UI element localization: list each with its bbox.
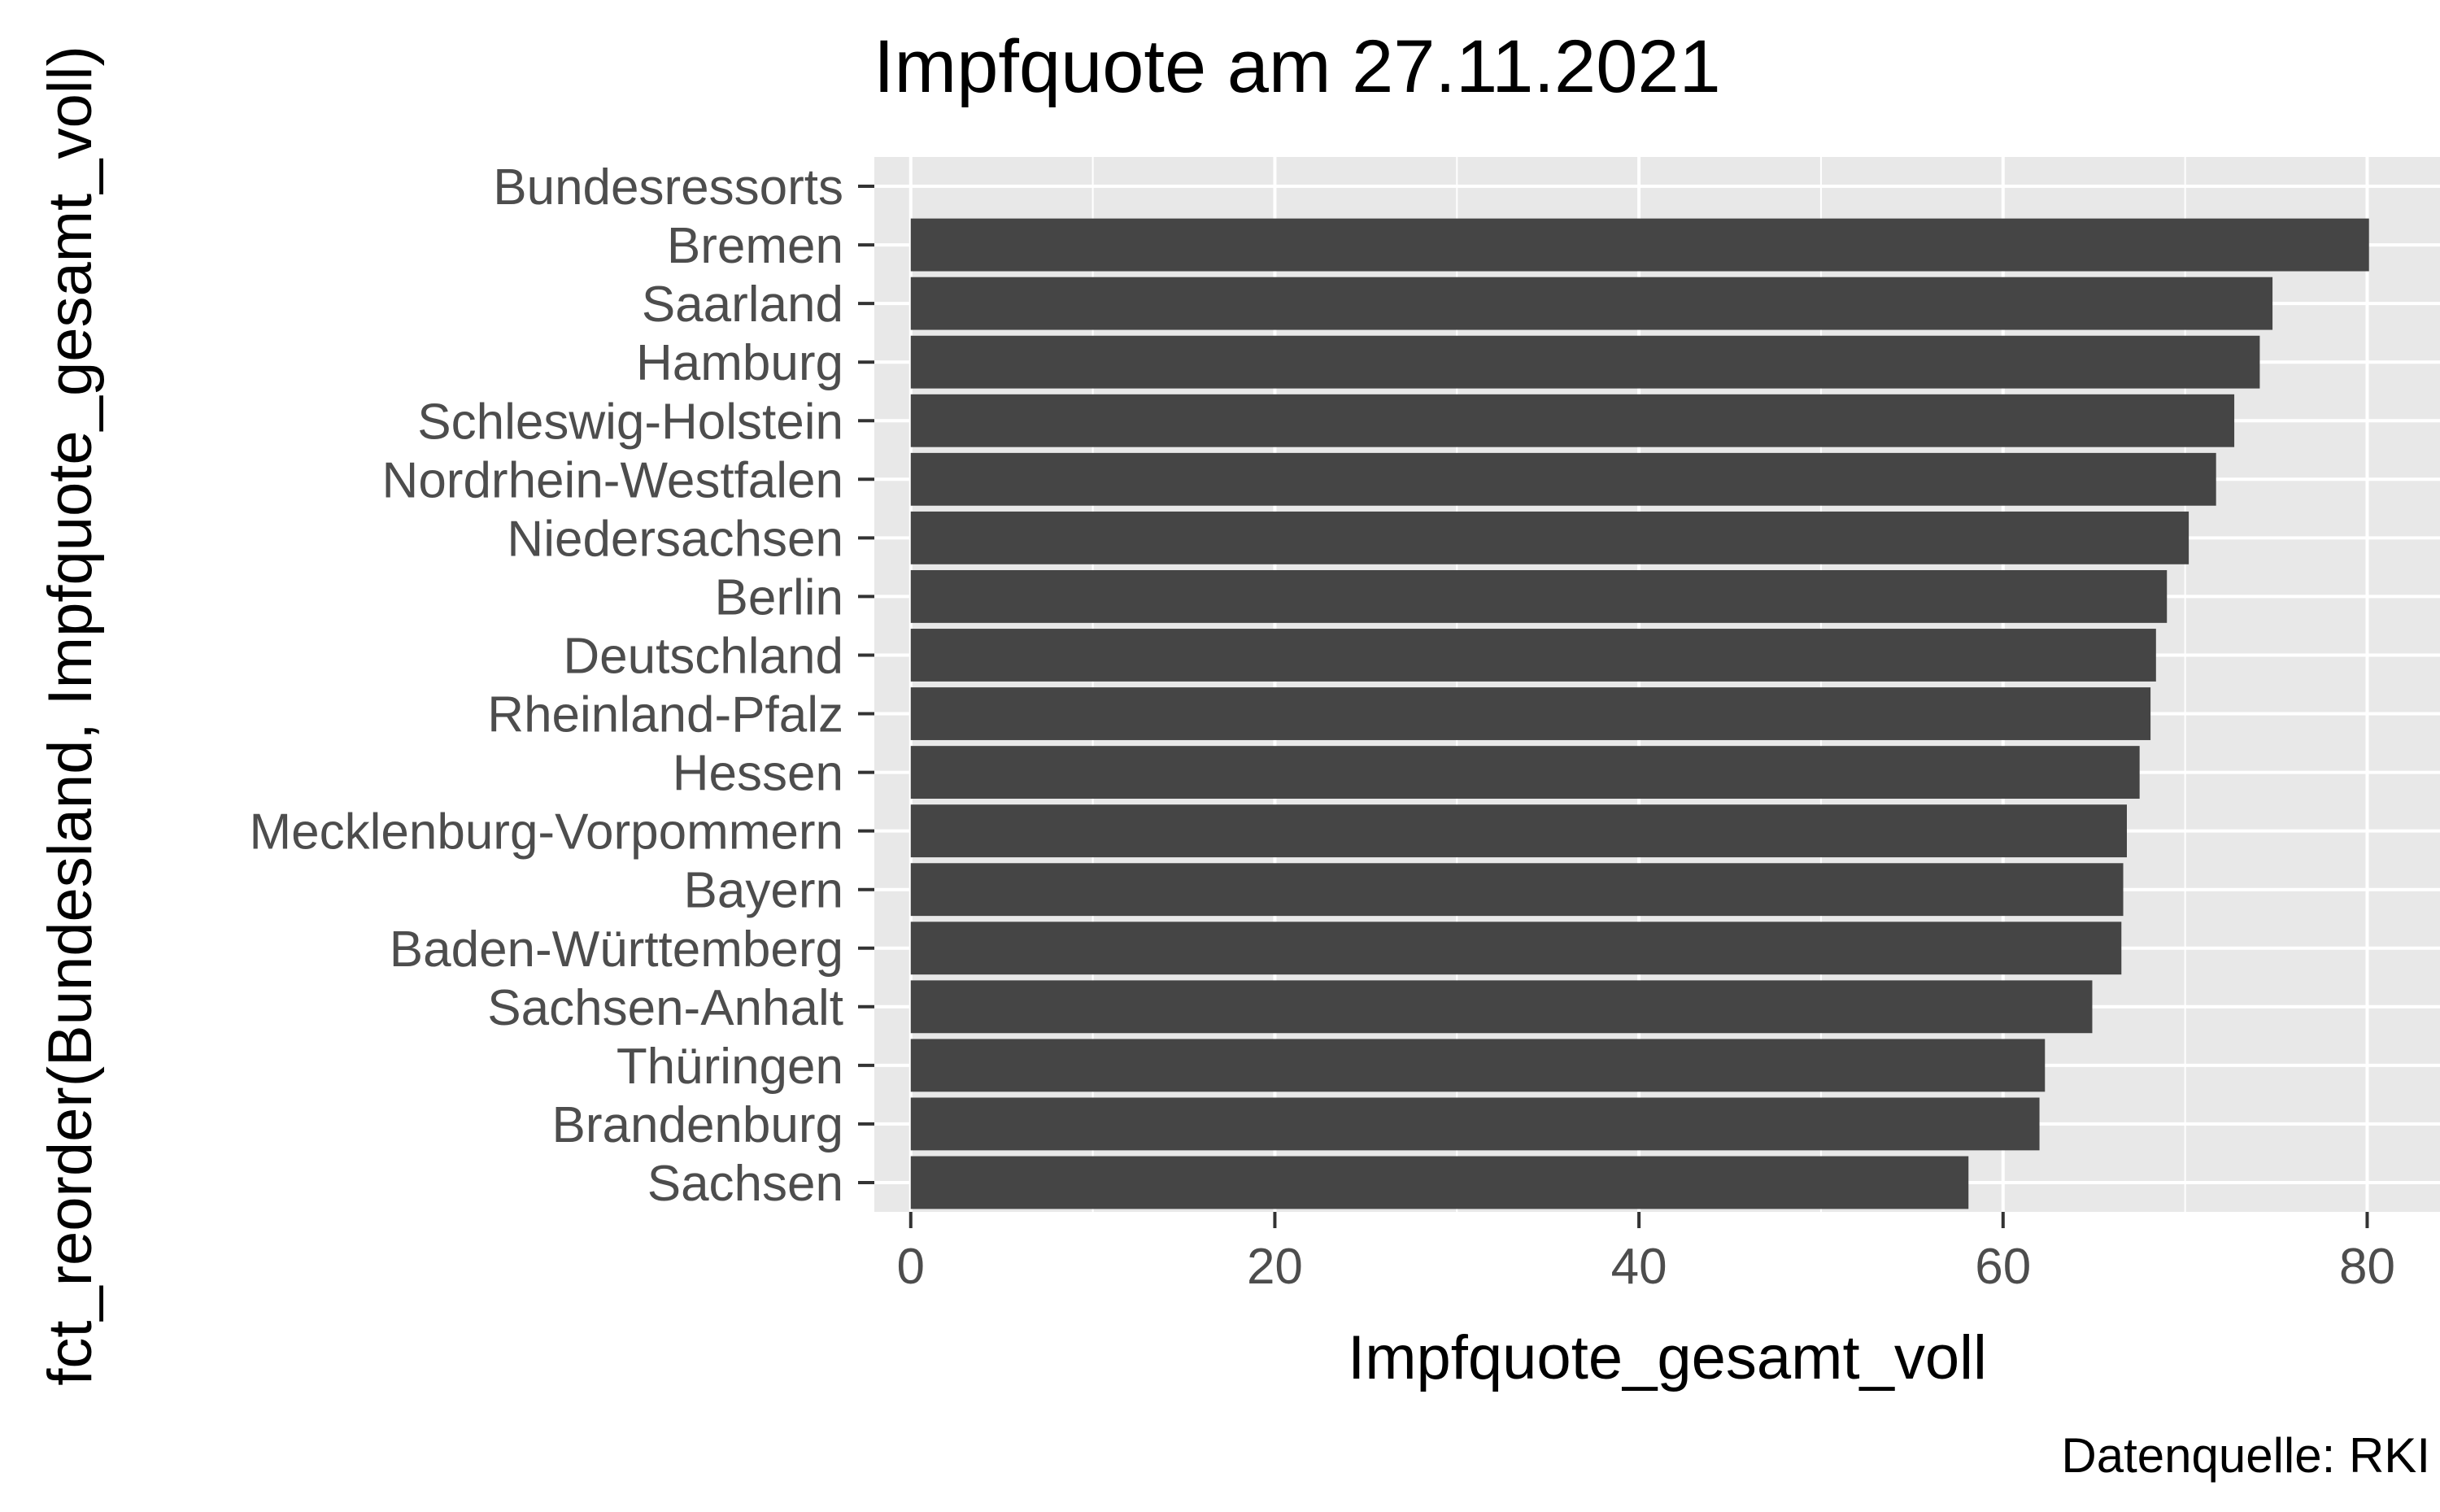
bar-mecklenburg-vorpommern xyxy=(910,804,2127,858)
y-axis-title: fct_reorder(Bundesland, Impfquote_gesamt… xyxy=(36,46,105,1386)
y-tick-label: Hamburg xyxy=(636,335,843,391)
y-tick-label: Brandenburg xyxy=(552,1097,844,1153)
x-axis-title: Impfquote_gesamt_voll xyxy=(1348,1323,1987,1392)
x-tick-label: 0 xyxy=(897,1239,925,1295)
bar-thüringen xyxy=(910,1039,2046,1092)
bar-niedersachsen xyxy=(910,511,2189,564)
y-tick-label: Bundesressorts xyxy=(493,159,843,216)
x-tick-label: 80 xyxy=(2339,1239,2395,1295)
x-tick-label: 20 xyxy=(1247,1239,1303,1295)
bar-sachsen-anhalt xyxy=(910,980,2093,1034)
bar-bayern xyxy=(910,863,2124,917)
bar-berlin xyxy=(910,569,2168,623)
y-tick-label: Nordrhein-Westfalen xyxy=(382,452,843,508)
bar-sachsen xyxy=(910,1156,1969,1209)
bar-hamburg xyxy=(910,335,2260,389)
bar-baden-württemberg xyxy=(910,922,2122,975)
y-tick-label: Deutschland xyxy=(563,628,843,684)
bar-bremen xyxy=(910,218,2369,272)
y-tick-label: Mecklenburg-Vorpommern xyxy=(249,804,843,861)
y-tick-label: Schleswig-Holstein xyxy=(417,394,843,450)
bar-schleswig-holstein xyxy=(910,394,2235,447)
y-tick-label: Rheinland-Pfalz xyxy=(487,687,843,743)
bar-rheinland-pfalz xyxy=(910,687,2151,740)
y-tick-label: Bremen xyxy=(667,218,843,274)
y-tick-label: Sachsen-Anhalt xyxy=(487,980,843,1036)
bar-nordrhein-westfalen xyxy=(910,452,2216,506)
y-tick-label: Niedersachsen xyxy=(507,511,843,567)
bar-deutschland xyxy=(910,629,2156,682)
y-tick-label: Thüringen xyxy=(617,1039,843,1095)
x-tick-label: 60 xyxy=(1975,1239,2031,1295)
bar-saarland xyxy=(910,277,2273,330)
y-tick-label: Berlin xyxy=(714,569,843,625)
bar-brandenburg xyxy=(910,1097,2040,1151)
y-tick-label: Sachsen xyxy=(647,1156,843,1212)
x-tick-label: 40 xyxy=(1611,1239,1667,1295)
y-tick-label: Hessen xyxy=(673,746,843,802)
y-tick-label: Baden-Württemberg xyxy=(390,922,843,978)
chart-title: Impfquote am 27.11.2021 xyxy=(874,25,1721,108)
y-tick-label: Bayern xyxy=(684,863,843,919)
bar-hessen xyxy=(910,746,2140,800)
chart-caption: Datenquelle: RKI xyxy=(2061,1428,2430,1483)
plot-panel xyxy=(874,157,2440,1212)
y-tick-label: Saarland xyxy=(642,277,843,333)
